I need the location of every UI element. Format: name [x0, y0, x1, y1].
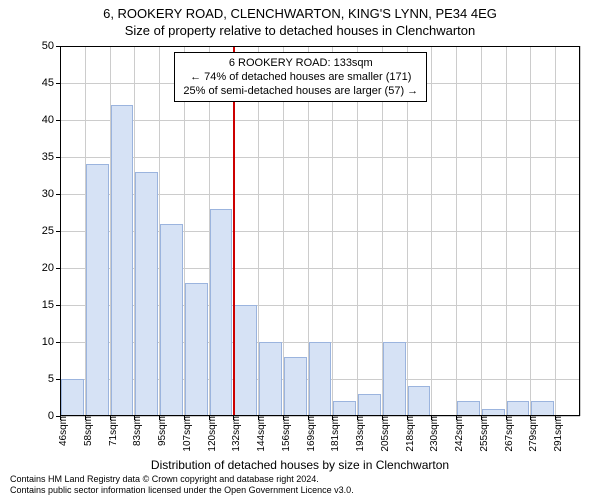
ytick-label: 40 — [42, 114, 60, 126]
xtick-label: 255sqm — [475, 416, 490, 452]
xtick-label: 95sqm — [153, 416, 168, 446]
bar — [234, 305, 257, 416]
annotation-line-3: 25% of semi-detached houses are larger (… — [183, 84, 418, 98]
xtick-label: 132sqm — [227, 416, 242, 452]
annotation-box: 6 ROOKERY ROAD: 133sqm ← 74% of detached… — [174, 52, 427, 103]
plot-area: 6 ROOKERY ROAD: 133sqm ← 74% of detached… — [60, 46, 580, 416]
bar — [185, 283, 208, 416]
gridline-vertical — [506, 46, 507, 416]
gridline-vertical — [530, 46, 531, 416]
xtick-label: 181sqm — [326, 416, 341, 452]
footnote-line-2: Contains public sector information licen… — [10, 485, 354, 496]
bar — [86, 164, 109, 416]
xtick-label: 144sqm — [252, 416, 267, 452]
chart-subtitle: Size of property relative to detached ho… — [0, 23, 600, 40]
xtick-label: 218sqm — [401, 416, 416, 452]
xtick-label: 279sqm — [524, 416, 539, 452]
xtick-label: 107sqm — [178, 416, 193, 452]
bar — [408, 386, 431, 416]
footnote: Contains HM Land Registry data © Crown c… — [10, 474, 354, 496]
ytick-label: 25 — [42, 225, 60, 237]
xtick-label: 120sqm — [203, 416, 218, 452]
ytick-label: 50 — [42, 40, 60, 52]
xtick-label: 230sqm — [425, 416, 440, 452]
annotation-line-2: ← 74% of detached houses are smaller (17… — [183, 70, 418, 84]
ytick-label: 15 — [42, 299, 60, 311]
xtick-label: 71sqm — [104, 416, 119, 446]
bar — [111, 105, 134, 416]
gridline-vertical — [481, 46, 482, 416]
bar — [160, 224, 183, 416]
x-axis-label: Distribution of detached houses by size … — [0, 458, 600, 472]
xtick-label: 58sqm — [79, 416, 94, 446]
bar — [309, 342, 332, 416]
xtick-label: 242sqm — [450, 416, 465, 452]
xtick-label: 291sqm — [549, 416, 564, 452]
ytick-label: 45 — [42, 77, 60, 89]
ytick-label: 5 — [48, 373, 60, 385]
bar — [482, 409, 505, 416]
ytick-label: 20 — [42, 262, 60, 274]
ytick-label: 10 — [42, 336, 60, 348]
gridline-horizontal — [60, 46, 580, 47]
xtick-label: 169sqm — [302, 416, 317, 452]
bar — [135, 172, 158, 416]
bar — [61, 379, 84, 416]
chart-title: 6, ROOKERY ROAD, CLENCHWARTON, KING'S LY… — [0, 0, 600, 23]
gridline-vertical — [580, 46, 581, 416]
bar — [507, 401, 530, 416]
annotation-line-1: 6 ROOKERY ROAD: 133sqm — [183, 56, 418, 70]
gridline-vertical — [456, 46, 457, 416]
xtick-label: 267sqm — [500, 416, 515, 452]
bar — [383, 342, 406, 416]
bar — [284, 357, 307, 416]
bar — [333, 401, 356, 416]
bar — [259, 342, 282, 416]
xtick-label: 193sqm — [351, 416, 366, 452]
ytick-label: 35 — [42, 151, 60, 163]
bar — [457, 401, 480, 416]
gridline-horizontal — [60, 120, 580, 121]
bar — [358, 394, 381, 416]
gridline-vertical — [555, 46, 556, 416]
ytick-label: 30 — [42, 188, 60, 200]
gridline-vertical — [431, 46, 432, 416]
xtick-label: 46sqm — [54, 416, 69, 446]
gridline-horizontal — [60, 157, 580, 158]
xtick-label: 205sqm — [376, 416, 391, 452]
gridline-vertical — [60, 46, 61, 416]
bar — [210, 209, 233, 416]
xtick-label: 83sqm — [128, 416, 143, 446]
footnote-line-1: Contains HM Land Registry data © Crown c… — [10, 474, 354, 485]
xtick-label: 156sqm — [277, 416, 292, 452]
bar — [531, 401, 554, 416]
